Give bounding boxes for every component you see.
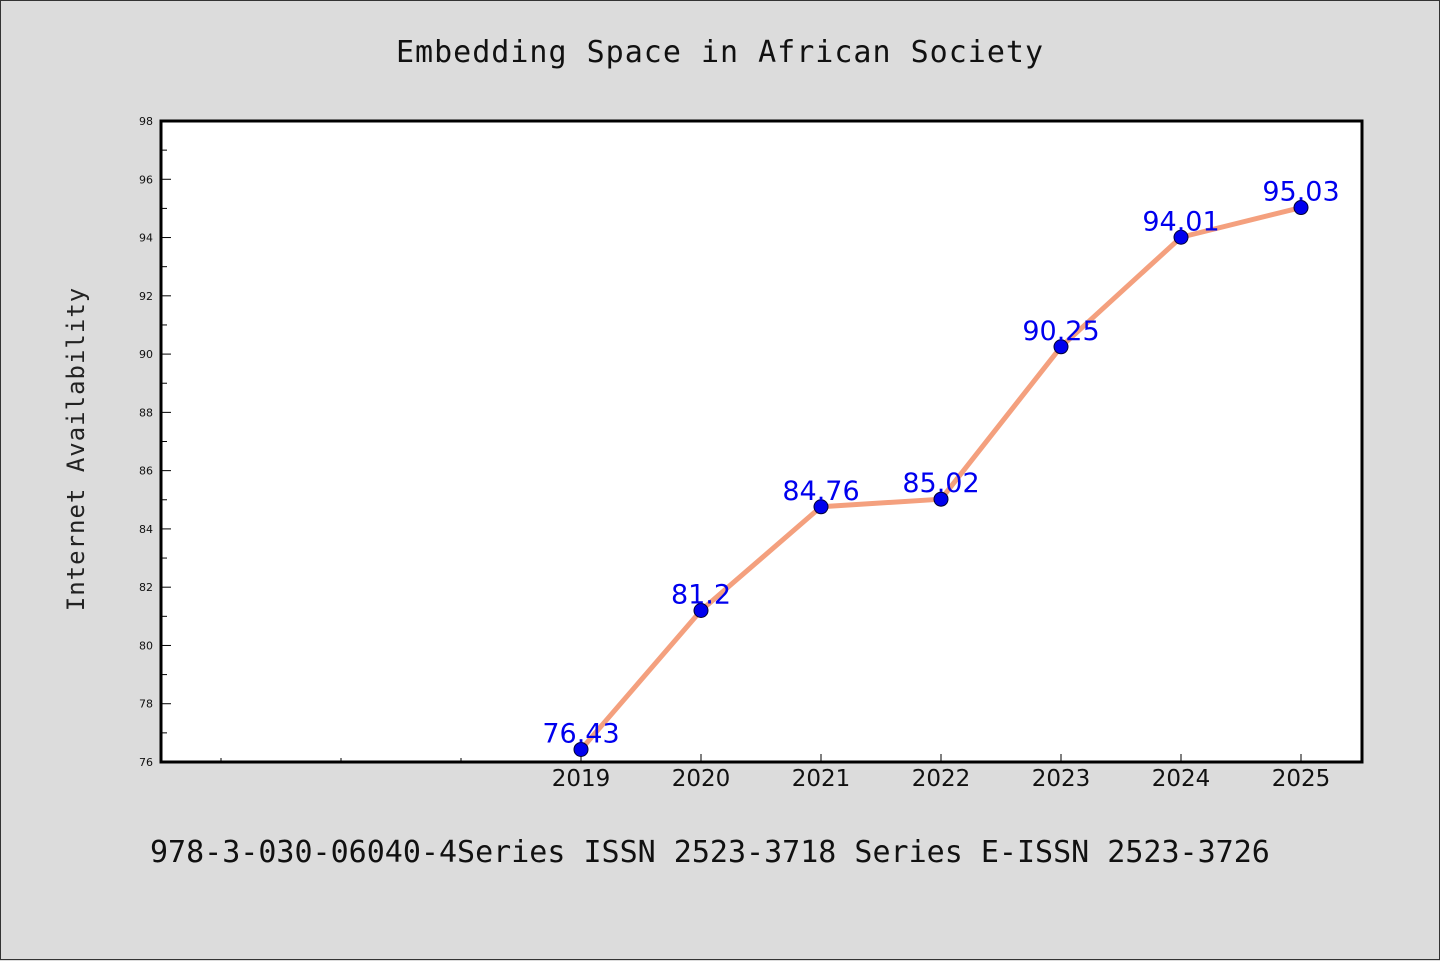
data-label: 95.03	[1262, 177, 1339, 208]
data-label: 84.76	[782, 476, 859, 507]
y-tick-label: 98	[139, 115, 153, 128]
data-point	[813, 499, 829, 515]
data-label: 81.2	[671, 579, 731, 610]
y-tick-label: 80	[139, 639, 153, 652]
x-tick-label: 2024	[1152, 766, 1211, 792]
data-point	[1053, 339, 1069, 355]
data-label: 90.25	[1022, 316, 1099, 347]
data-label: 94.01	[1142, 206, 1219, 237]
y-tick-label: 76	[139, 756, 153, 769]
y-tick-label: 78	[139, 698, 153, 711]
data-point	[1293, 200, 1309, 216]
y-tick-label: 92	[139, 290, 153, 303]
y-tick-label: 88	[139, 406, 153, 419]
y-tick-label: 84	[139, 523, 153, 536]
y-tick-label: 96	[139, 173, 153, 186]
x-tick-label: 2020	[672, 766, 731, 792]
x-tick-label: 2022	[912, 766, 971, 792]
data-point	[933, 491, 949, 507]
data-label: 85.02	[902, 468, 979, 499]
x-tick-label: 2025	[1272, 766, 1331, 792]
x-tick-label: 2023	[1032, 766, 1091, 792]
y-tick-label: 90	[139, 348, 153, 361]
data-point	[573, 741, 589, 757]
y-tick-label: 94	[139, 232, 153, 245]
y-tick-label: 82	[139, 581, 153, 594]
y-tick-label: 86	[139, 465, 153, 478]
x-tick-label: 2019	[552, 766, 611, 792]
x-tick-label: 2021	[792, 766, 851, 792]
data-point	[1173, 229, 1189, 245]
plot-area	[159, 119, 1364, 764]
footer-isbn-text: 978-3-030-06040-4Series ISSN 2523-3718 S…	[150, 835, 1270, 870]
data-point	[693, 602, 709, 618]
chart-title: Embedding Space in African Society	[395, 35, 1045, 70]
data-label: 76.43	[542, 718, 619, 749]
